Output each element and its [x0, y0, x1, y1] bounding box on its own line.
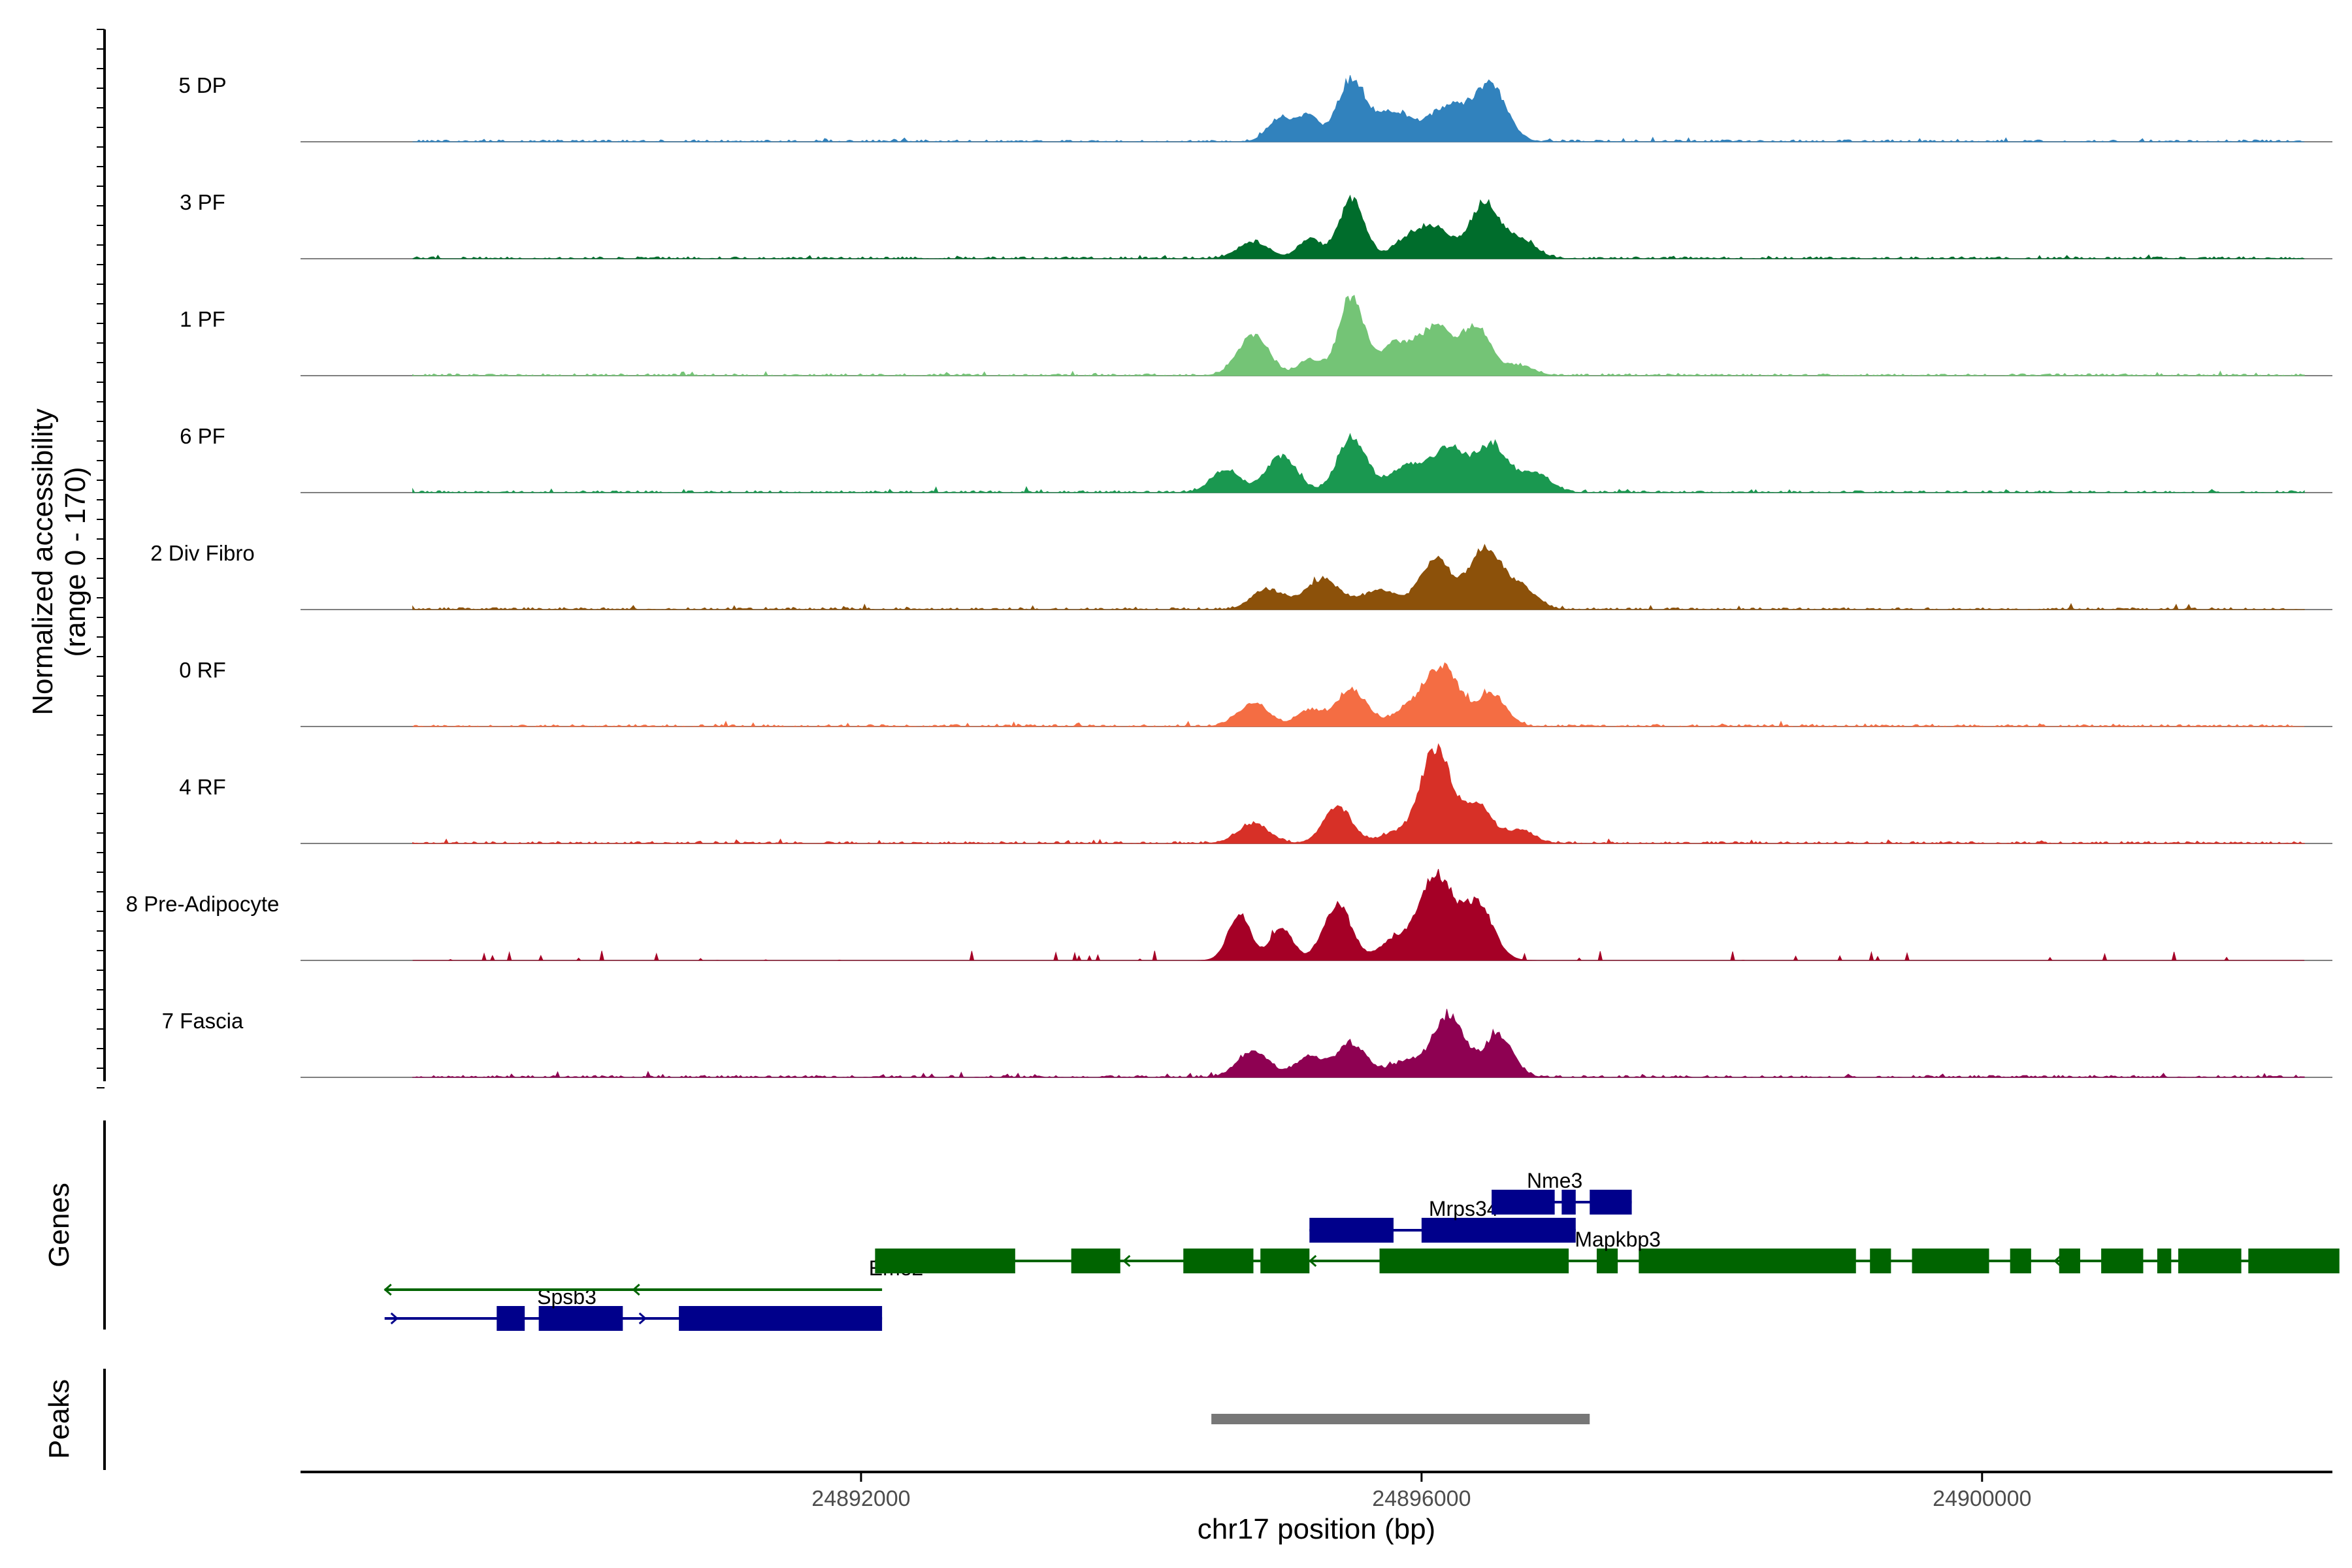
track-area [412, 433, 2305, 493]
exon [1561, 1190, 1576, 1215]
track-label: 0 RF [179, 658, 226, 682]
gene-spsb3: Spsb3 [384, 1285, 883, 1331]
strand-arrow [1122, 1254, 1131, 1267]
track-label: 2 Div Fibro [150, 541, 255, 565]
exon [1260, 1249, 1310, 1273]
exon [2248, 1249, 2340, 1273]
track-0-rf: 0 RF [179, 658, 2332, 727]
gene-track: Spsb3Eme2 Mrps34 Nme3 Mapkbp3 [384, 1169, 2340, 1331]
exon [2059, 1249, 2080, 1273]
strand-arrow [390, 1312, 399, 1325]
track-label: 7 Fascia [162, 1009, 244, 1033]
exon [1492, 1190, 1555, 1215]
exon [1421, 1218, 1576, 1243]
x-tick-label: 24900000 [1933, 1486, 2031, 1511]
track-area [412, 1009, 2305, 1078]
x-tick-label: 24892000 [811, 1486, 910, 1511]
peak-track [1211, 1414, 1590, 1424]
track-1-pf: 1 PF [180, 295, 2332, 376]
gene-mrps34: Mrps34 [1309, 1197, 1576, 1243]
exon [679, 1306, 883, 1331]
track-label: 1 PF [180, 307, 225, 331]
x-axis-ticks: 24892000 24896000 24900000 [811, 1472, 2031, 1511]
gene-label: Mapkbp3 [1575, 1228, 1661, 1251]
exon [538, 1306, 623, 1331]
exon [1309, 1218, 1394, 1243]
exon [1870, 1249, 1891, 1273]
exon [497, 1306, 525, 1331]
coverage-tracks: 5 DP 3 PF 1 PF 6 PF 2 Div Fibro 0 RF 4 RF 8 Pre… [126, 73, 2332, 1078]
track-label: 8 Pre-Adipocyte [126, 892, 280, 916]
gene-label: Mrps34 [1429, 1197, 1499, 1220]
track-label: 4 RF [179, 775, 226, 799]
exon [1596, 1249, 1618, 1273]
strand-arrow [384, 1283, 392, 1296]
genes-axis-title: Genes [43, 1183, 75, 1267]
exon [2178, 1249, 2242, 1273]
track-5-dp: 5 DP [178, 73, 2332, 142]
gene-label: Nme3 [1527, 1169, 1582, 1192]
gene-eme2-body [874, 1249, 1310, 1273]
peaks-axis-title: Peaks [43, 1379, 75, 1459]
track-7-fascia: 7 Fascia [162, 1009, 2332, 1078]
track-2-div-fibro: 2 Div Fibro [150, 541, 2332, 610]
track-area [412, 662, 2305, 727]
gene-eme2: Eme2 [384, 1256, 923, 1296]
exon [1590, 1190, 1632, 1215]
gene-nme3: Nme3 [1492, 1169, 1632, 1215]
exon [1912, 1249, 1989, 1273]
track-4-rf: 4 RF [179, 743, 2332, 844]
exon [1183, 1249, 1254, 1273]
track-6-pf: 6 PF [180, 424, 2332, 493]
exon [1071, 1249, 1120, 1273]
exon [1379, 1249, 1569, 1273]
strand-arrow [1309, 1254, 1317, 1267]
exon [1639, 1249, 1856, 1273]
track-label: 6 PF [180, 424, 225, 448]
peak-region [1211, 1414, 1590, 1424]
strand-arrow [638, 1312, 647, 1325]
exon [2157, 1249, 2172, 1273]
exon [875, 1249, 1015, 1273]
exon [2010, 1249, 2031, 1273]
track-3-pf: 3 PF [180, 190, 2332, 259]
strand-arrow [632, 1283, 640, 1296]
track-8-pre-adipocyte: 8 Pre-Adipocyte [126, 869, 2332, 962]
x-tick-label: 24896000 [1372, 1486, 1471, 1511]
coverage-y-ticks [97, 29, 105, 1088]
track-area [412, 869, 2305, 962]
gene-mapkbp3: Mapkbp3 [1309, 1228, 2340, 1273]
y-axis-title-line2: (range 0 - 170) [59, 466, 91, 657]
track-area [412, 194, 2305, 259]
track-label: 3 PF [180, 190, 225, 214]
strand-arrow [2053, 1254, 2062, 1267]
track-label: 5 DP [178, 73, 226, 97]
x-axis-title: chr17 position (bp) [1198, 1513, 1435, 1545]
y-axis-title-line1: Normalized accessibility [27, 408, 59, 715]
exon [2101, 1249, 2144, 1273]
track-area [412, 295, 2305, 376]
track-area [412, 743, 2305, 844]
track-area [412, 544, 2305, 610]
track-area [412, 75, 2305, 142]
